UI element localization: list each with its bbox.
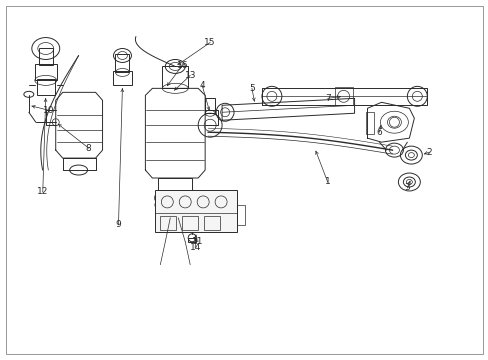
Text: 12: 12 <box>37 188 48 197</box>
Text: 13: 13 <box>184 71 196 80</box>
Text: 16: 16 <box>176 61 187 70</box>
Text: 9: 9 <box>115 220 121 229</box>
Bar <box>205 98 215 113</box>
Text: 7: 7 <box>324 94 330 103</box>
Text: 6: 6 <box>376 128 382 137</box>
Bar <box>37 80 55 95</box>
Bar <box>162 67 188 88</box>
Text: 1: 1 <box>324 177 330 186</box>
Text: 10: 10 <box>43 106 54 115</box>
Bar <box>112 71 132 85</box>
Bar <box>39 48 53 66</box>
Text: 4: 4 <box>199 81 204 90</box>
Text: 5: 5 <box>248 84 254 93</box>
Text: 8: 8 <box>85 144 91 153</box>
Bar <box>237 205 244 225</box>
Bar <box>365 112 373 134</box>
Bar <box>160 216 176 230</box>
Bar <box>158 178 192 198</box>
Text: 3: 3 <box>404 184 409 193</box>
Bar <box>203 216 220 230</box>
Bar <box>182 216 198 230</box>
Bar <box>115 54 129 72</box>
Text: 15: 15 <box>204 38 215 47</box>
Bar <box>155 190 237 232</box>
Text: 2: 2 <box>426 148 431 157</box>
Bar <box>188 238 196 242</box>
Bar <box>334 87 352 105</box>
Bar <box>35 64 57 80</box>
Bar <box>165 196 185 218</box>
Text: 11: 11 <box>192 237 203 246</box>
Text: 14: 14 <box>189 243 201 252</box>
